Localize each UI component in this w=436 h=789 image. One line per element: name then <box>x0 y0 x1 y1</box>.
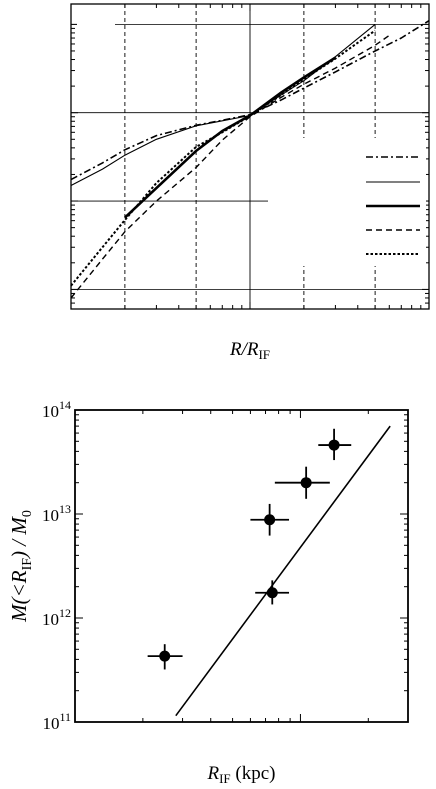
y-tick-label: 1013 <box>42 502 71 525</box>
series-line-centaurus <box>124 56 337 219</box>
panel-label-bg <box>77 6 115 32</box>
x-axis-label-sub: IF <box>219 771 231 786</box>
y-tick-label-exponent: 14 <box>59 398 71 412</box>
y-tick-label: 1011 <box>42 710 71 733</box>
y-tick-label: 1012 <box>42 606 71 629</box>
series-line-fornax <box>70 23 376 186</box>
series-line-a2199 <box>70 34 390 299</box>
y-tick-label-base: 10 <box>42 506 59 525</box>
data-point-fornax <box>266 587 278 599</box>
plot-frame <box>74 409 409 723</box>
data-point-centaurus <box>264 514 276 526</box>
x-axis-label-main: R/R <box>229 339 259 360</box>
x-axis-label: R/RIF <box>229 339 270 362</box>
y-tick-label-base: 10 <box>42 714 59 733</box>
y-axis-label-sub2: 0 <box>20 510 35 517</box>
data-point-n4636 <box>159 650 171 662</box>
y-axis-label-pre: M(<R <box>7 570 31 623</box>
y-tick-label-base: 10 <box>42 402 59 421</box>
y-tick-label-exponent: 11 <box>59 710 71 724</box>
y-axis-label-sub: IF <box>20 558 35 571</box>
series-line-a1795 <box>70 29 376 287</box>
y-tick-label-base: 10 <box>42 610 59 629</box>
data-point-a1795 <box>328 439 340 451</box>
x-axis-label-main: R <box>206 763 219 784</box>
y-tick-label: 1014 <box>42 398 71 421</box>
x-axis-label: RIF (kpc) <box>206 763 275 786</box>
legend-box <box>268 138 426 266</box>
series-line-n4636 <box>70 20 430 181</box>
x-axis-label-sub: IF <box>258 347 270 362</box>
y-tick-label-exponent: 13 <box>59 502 71 516</box>
panel-a-chart: R/RIF <box>70 3 430 362</box>
y-axis-label: M(<RIF) / M0 <box>7 510 35 623</box>
data-point-a2199 <box>300 477 312 489</box>
y-axis-label-post: ) / M <box>7 516 31 559</box>
x-axis-label-unit: (kpc) <box>231 763 276 784</box>
fit-line <box>175 425 391 717</box>
y-tick-label-exponent: 12 <box>59 606 71 620</box>
